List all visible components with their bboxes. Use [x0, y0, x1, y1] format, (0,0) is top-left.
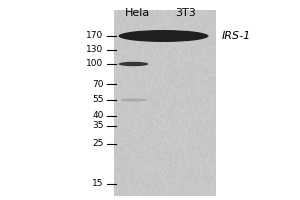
Text: 55: 55 — [92, 96, 103, 104]
Text: 70: 70 — [92, 80, 103, 88]
Text: IRS-1: IRS-1 — [222, 31, 251, 41]
Text: 15: 15 — [92, 180, 103, 188]
Text: 170: 170 — [86, 31, 103, 40]
Ellipse shape — [120, 98, 147, 102]
Text: 40: 40 — [92, 112, 103, 120]
Ellipse shape — [118, 62, 148, 66]
Text: 3T3: 3T3 — [176, 8, 197, 18]
Bar — [114, 10, 216, 196]
Text: Hela: Hela — [125, 8, 151, 18]
Text: 35: 35 — [92, 121, 103, 130]
Ellipse shape — [118, 30, 208, 42]
Text: 130: 130 — [86, 46, 103, 54]
Text: 100: 100 — [86, 60, 103, 68]
Text: 25: 25 — [92, 140, 103, 148]
